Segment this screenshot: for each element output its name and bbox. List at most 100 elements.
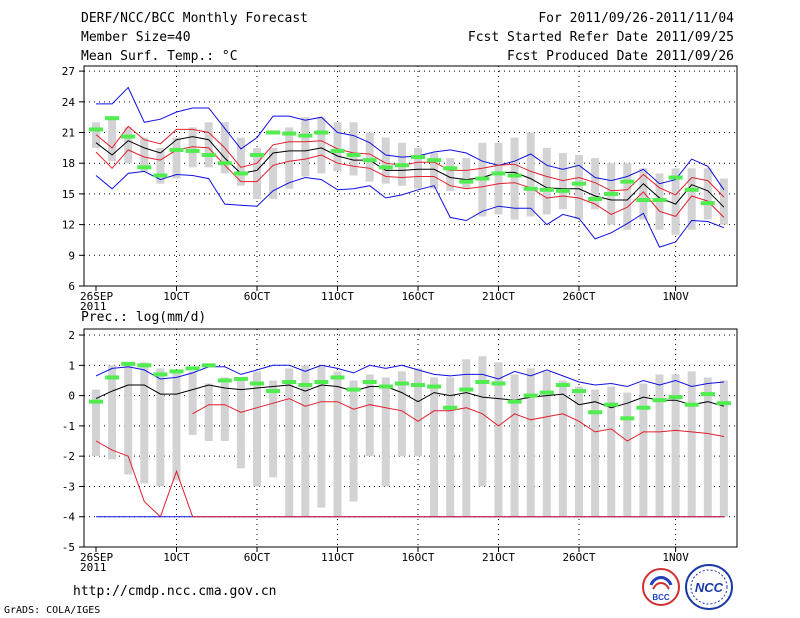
- panel1-observed-marker: [169, 147, 184, 152]
- chart-title: DERF/NCC/BCC Monthly Forecast: [81, 11, 308, 26]
- panel1-ensemble-box: [349, 122, 358, 176]
- panel2-ensemble-box: [140, 362, 149, 484]
- panel1-ensemble-box: [317, 117, 326, 174]
- panel2-observed-marker: [572, 389, 586, 394]
- panel1-ensemble-box: [462, 158, 471, 189]
- panel2-observed-marker: [668, 395, 683, 400]
- panel1-observed-marker: [394, 163, 409, 168]
- panel2-ensemble-box: [236, 377, 245, 469]
- panel1-ensemble-box: [591, 158, 600, 210]
- panel1-ensemble-box: [671, 168, 680, 235]
- panel2-ensemble-box: [591, 389, 600, 517]
- panel1-ensemble-box: [494, 142, 503, 215]
- panel1-observed-marker: [153, 173, 168, 178]
- panel2-ensemble-box: [349, 380, 358, 502]
- panel2-ensemble-box: [381, 377, 390, 487]
- precip-subtitle: Prec.: log(mm/d): [81, 310, 206, 325]
- panel2-observed-marker: [604, 402, 619, 407]
- panel2-observed-marker: [523, 393, 538, 398]
- panel2-observed-marker: [266, 389, 281, 394]
- panel2-ensemble-box: [494, 362, 503, 517]
- panel1-observed-marker: [185, 148, 200, 153]
- panel1-observed-marker: [700, 201, 715, 206]
- panel1-ensemble-box: [558, 152, 567, 210]
- panel1-observed-marker: [491, 171, 506, 176]
- panel1-ensemble-box: [172, 137, 181, 179]
- source-url[interactable]: http://cmdp.ncc.cma.gov.cn: [73, 584, 277, 599]
- panel1-xtick-label: 1NOV: [662, 290, 689, 303]
- panel1-observed-marker: [636, 198, 651, 203]
- panel2-observed-marker: [282, 379, 297, 384]
- panel1-ensemble-box: [542, 147, 551, 215]
- panel2-ensemble-box: [719, 380, 728, 517]
- panel1-xtick-label: 6OCT: [244, 290, 271, 303]
- ncc-logo-text: NCC: [695, 580, 724, 595]
- panel2-ensemble-box: [188, 371, 197, 435]
- panel1-line-lower-spread: [95, 170, 725, 248]
- panel2-line-ensemble-mean: [95, 384, 725, 409]
- panel2-ensemble-box: [542, 371, 551, 517]
- panel1-observed-marker: [620, 179, 635, 184]
- panel2-ensemble-box: [124, 362, 133, 475]
- panel2-xtick-label: 16OCT: [401, 551, 434, 564]
- panel1-ensemble-box: [269, 147, 278, 200]
- panel1-observed-marker: [475, 176, 490, 181]
- panel1-observed-marker: [121, 134, 136, 139]
- panel2-line-upper-spread: [95, 364, 724, 388]
- panel1-ensemble-box: [156, 147, 165, 184]
- panel2-ensemble-box: [365, 374, 374, 457]
- panel2-ytick-label: -4: [62, 511, 76, 524]
- panel2-ensemble-box: [92, 389, 100, 457]
- panel2-observed-marker: [475, 379, 490, 384]
- panel2-observed-marker: [700, 392, 715, 397]
- panel2-ensemble-box: [671, 374, 680, 517]
- panel1-observed-marker: [250, 153, 264, 158]
- panel2-observed-marker: [105, 375, 120, 380]
- grads-credit: GrADS: COLA/IGES: [4, 605, 101, 616]
- panel2-observed-marker: [89, 399, 103, 404]
- panel1-observed-marker: [330, 148, 345, 153]
- panel2-xtick-label: 11OCT: [321, 551, 354, 564]
- panel1-ytick-label: 6: [68, 280, 75, 293]
- panel1-ensemble-box: [140, 137, 149, 172]
- panel1-line-upper-band: [95, 125, 725, 198]
- panel2-ensemble-box: [558, 380, 567, 517]
- panel2-observed-marker: [491, 381, 506, 386]
- panel1-observed-marker: [555, 188, 570, 193]
- panel2-xtick-label: 6OCT: [244, 551, 271, 564]
- ncc-logo: NCC: [685, 564, 733, 610]
- panel2-observed-marker: [298, 383, 313, 388]
- panel2-observed-marker: [250, 381, 264, 386]
- panel2-observed-marker: [217, 378, 232, 383]
- panel1-observed-marker: [572, 181, 586, 186]
- panel1-xtick-label: 21OCT: [482, 290, 515, 303]
- panel1-observed-marker: [523, 186, 538, 191]
- panel1-ensemble-box: [301, 117, 310, 177]
- panel2-ensemble-box: [220, 377, 229, 442]
- panel1-frame: [83, 65, 738, 287]
- panel1-observed-marker: [604, 191, 619, 196]
- panel1-ensemble-box: [253, 147, 261, 200]
- panel2-xtick-label: 2011: [80, 561, 107, 574]
- panel2-ensemble-box: [204, 383, 213, 442]
- panel2-observed-marker: [636, 405, 651, 410]
- panel1-ensemble-box: [639, 168, 648, 220]
- panel2-observed-marker: [507, 399, 522, 404]
- panel1-observed-marker: [233, 171, 248, 176]
- panel1-ensemble-box: [446, 158, 455, 191]
- panel1-ytick-label: 18: [62, 157, 75, 170]
- panel1-xtick-label: 2011: [80, 300, 107, 313]
- panel2-observed-marker: [620, 416, 635, 421]
- panel1-ensemble-box: [526, 132, 535, 217]
- panel1-ensemble-box: [510, 137, 519, 220]
- panel2-ensemble-box: [430, 377, 439, 517]
- panel1-observed-marker: [684, 187, 699, 192]
- panel2-observed-marker: [121, 361, 136, 366]
- panel1-xtick-label: 16OCT: [401, 290, 434, 303]
- panel2-ensemble-box: [623, 392, 632, 517]
- panel1-ensemble-box: [124, 127, 133, 164]
- panel1-observed-marker: [314, 130, 329, 135]
- variable-label: Mean Surf. Temp.: °C: [81, 49, 238, 64]
- panel1-ensemble-box: [236, 137, 245, 186]
